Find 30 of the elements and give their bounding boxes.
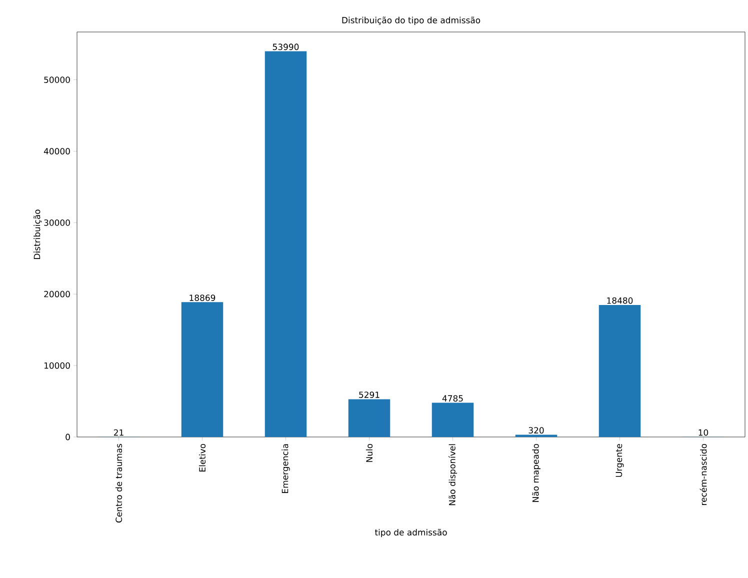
data-label: 21 [114, 429, 124, 436]
x-axis-title: tipo de admissão [374, 528, 447, 538]
x-tick-label: Não mapeado [532, 444, 540, 502]
x-tick-label: recém-nascido [700, 444, 707, 505]
data-label: 4785 [442, 395, 463, 402]
y-tick-label: 40000 [44, 148, 70, 154]
y-tick-label: 10000 [44, 362, 70, 369]
y-tick-label: 20000 [44, 290, 70, 298]
x-tick-label: Nulo [366, 444, 373, 462]
data-label: 10 [698, 429, 708, 436]
bar [181, 302, 224, 437]
x-tick-label: Não disponível [448, 444, 458, 506]
y-axis-title: Distribuição [33, 210, 42, 259]
data-label: 53990 [272, 44, 299, 50]
chart-title: Distribuição do tipo de admissão [342, 16, 480, 25]
data-label: 18480 [607, 297, 633, 304]
bar [432, 402, 474, 437]
data-label: 320 [528, 427, 544, 434]
x-tick-label: Eletivo [198, 444, 206, 472]
data-label: 18869 [190, 294, 216, 301]
x-tick-label: Centro de traumas [115, 444, 122, 523]
y-tick-label: 0 [66, 434, 70, 440]
bar [348, 399, 390, 437]
bar [264, 51, 307, 437]
y-tick-label: 50000 [44, 76, 70, 83]
bar [598, 304, 641, 437]
data-label: 5291 [359, 392, 380, 398]
x-tick-label: Urgente [616, 444, 624, 477]
x-tick-label: Emergencia [282, 444, 290, 493]
y-tick-label: 30000 [44, 219, 70, 226]
